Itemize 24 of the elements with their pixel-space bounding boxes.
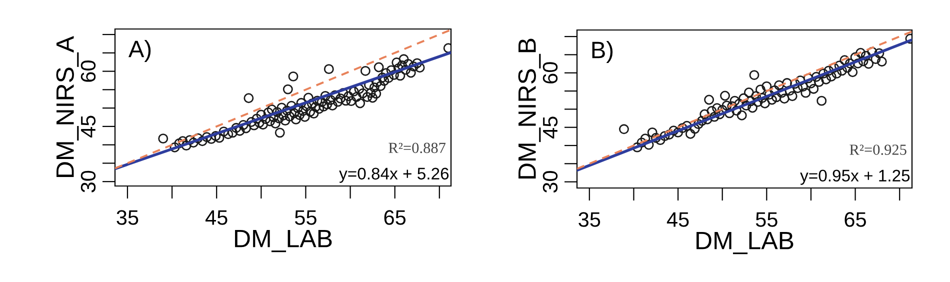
annotation: B) xyxy=(592,41,613,64)
x-tick-label: 35 xyxy=(116,210,138,225)
x-tick-label: 65 xyxy=(844,212,866,227)
x-axis-title: DM_LAB xyxy=(696,232,794,254)
y-axis-title: DM_NIRS_A xyxy=(56,36,79,177)
y-tick-label: 60 xyxy=(80,60,96,82)
x-tick-label: 45 xyxy=(666,212,689,227)
annotation: y=0.95x + 1.25 xyxy=(800,170,910,185)
annotation: R²=0.925 xyxy=(850,144,906,155)
y-tick-label: 30 xyxy=(542,171,558,193)
y-tick-label: 45 xyxy=(81,116,96,138)
x-tick-label: 35 xyxy=(578,212,600,227)
y-tick-label: 30 xyxy=(80,170,96,192)
annotation: R²=0.887 xyxy=(388,142,446,154)
x-tick-label: 55 xyxy=(294,210,316,225)
x-tick-label: 45 xyxy=(205,210,228,225)
x-tick-label: 65 xyxy=(384,210,406,225)
annotation: y=0.84x + 5.26 xyxy=(339,168,449,183)
y-tick-label: 45 xyxy=(543,116,558,138)
y-axis-title: DM_NIRS_B xyxy=(518,38,541,178)
x-tick-label: 55 xyxy=(756,212,778,227)
y-tick-label: 60 xyxy=(542,62,558,84)
x-axis-title: DM_LAB xyxy=(235,230,332,252)
annotation: A) xyxy=(128,40,151,62)
